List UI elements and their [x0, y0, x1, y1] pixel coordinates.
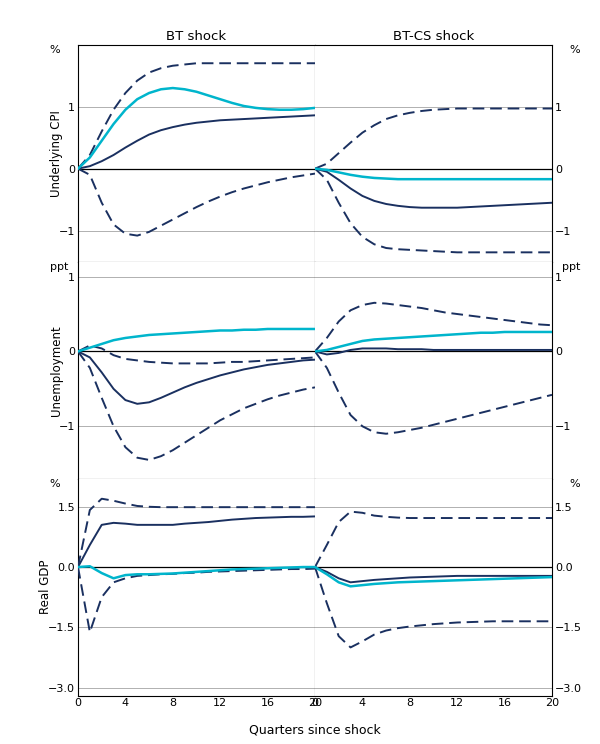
Title: BT shock: BT shock: [166, 31, 227, 43]
Text: Quarters since shock: Quarters since shock: [249, 724, 381, 737]
Text: %: %: [570, 45, 580, 54]
Text: %: %: [570, 478, 580, 489]
Y-axis label: Real GDP: Real GDP: [39, 560, 52, 615]
Y-axis label: Underlying CPI: Underlying CPI: [50, 109, 62, 196]
Title: BT-CS shock: BT-CS shock: [393, 31, 474, 43]
Y-axis label: Unemployment: Unemployment: [50, 325, 62, 415]
Text: %: %: [50, 45, 60, 54]
Text: ppt: ppt: [562, 262, 580, 272]
Text: ppt: ppt: [50, 262, 68, 272]
Text: %: %: [50, 478, 60, 489]
